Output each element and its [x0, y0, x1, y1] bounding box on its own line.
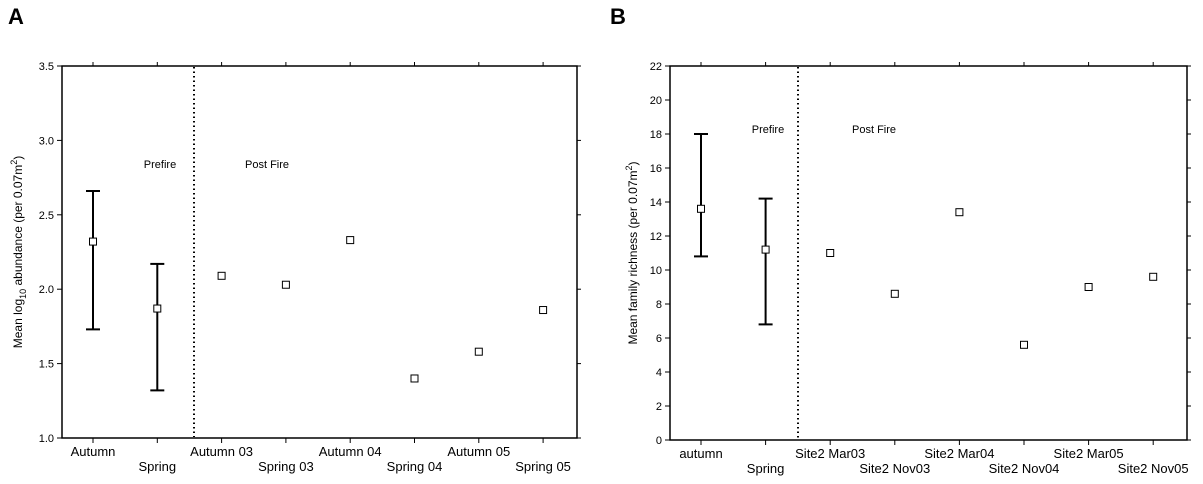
post-fire-annotation: Post Fire	[245, 159, 289, 171]
y-axis-label-part: Mean family richness (per 0.07m	[626, 170, 640, 344]
prefire-annotation: Prefire	[144, 159, 176, 171]
data-point-6	[1020, 340, 1028, 349]
data-point-6	[410, 374, 419, 383]
data-point-7	[474, 347, 483, 356]
x-category-label: Autumn 03	[190, 444, 253, 459]
y-axis-label-part: 2	[624, 165, 634, 170]
data-point-7	[1084, 283, 1093, 291]
x-category-label: Spring	[747, 461, 785, 476]
y-tick-label: 2.5	[39, 210, 54, 222]
panel-label: B	[610, 4, 626, 29]
data-point-1	[697, 204, 705, 213]
x-category-label: Site2 Nov05	[1118, 461, 1189, 476]
y-tick-label: 14	[650, 197, 662, 209]
x-category-label: Site2 Mar03	[795, 446, 865, 461]
chart-panel-b: B 0 2 4 6 8 10 12 14 16 18 20 22 Mean family richness…	[610, 4, 1191, 476]
y-tick-label: 18	[650, 129, 662, 141]
y-tick-label: 1.5	[39, 359, 54, 371]
data-point-3	[826, 249, 835, 257]
y-tick-label: 2	[656, 401, 662, 413]
x-category-label: Site2 Mar05	[1054, 446, 1124, 461]
y-axis-label: Mean log10 abundance (per 0.07m2)	[9, 156, 28, 349]
y-axis-label: Mean family richness (per 0.07m2)	[624, 161, 640, 344]
y-axis-label-part: 2	[9, 160, 19, 165]
plot-frame	[669, 65, 1188, 441]
y-tick-label: 12	[650, 231, 662, 243]
data-point-2	[153, 304, 162, 313]
y-tick-label: 6	[656, 333, 662, 345]
y-tick-label: 10	[650, 265, 662, 277]
y-axis-label-part: abundance (per 0.07m	[11, 165, 25, 289]
y-axis-label-part: )	[11, 156, 25, 160]
data-point-4	[890, 289, 899, 298]
data-point-5	[955, 208, 964, 217]
y-tick-label: 3.0	[39, 135, 54, 147]
data-point-8	[1149, 272, 1158, 281]
data-point-1	[89, 237, 97, 246]
data-point-5	[346, 236, 355, 245]
x-category-label: Spring 04	[387, 459, 443, 474]
x-category-label: autumn	[679, 446, 722, 461]
y-tick-label: 8	[656, 299, 662, 311]
post-fire-annotation: Post Fire	[852, 124, 896, 136]
x-category-label: Autumn 04	[319, 444, 382, 459]
data-point-2	[761, 245, 770, 254]
x-category-label: Site2 Nov04	[989, 461, 1060, 476]
y-axis-label-part: )	[626, 161, 640, 165]
y-tick-label: 20	[650, 95, 662, 107]
x-category-label: Autumn 05	[447, 444, 510, 459]
chart-panel-a: A 1.0 1.5 2.0 2.5 3.0 3.5 Mean log10 abundance …	[8, 4, 581, 474]
panel-label: A	[8, 4, 24, 29]
x-category-label: Site2 Nov03	[859, 461, 930, 476]
plot-frame	[61, 65, 578, 439]
y-tick-label: 16	[650, 163, 662, 175]
x-category-label: Site2 Mar04	[924, 446, 994, 461]
y-tick-label: 4	[656, 367, 662, 379]
x-category-label: Spring 05	[515, 459, 571, 474]
y-tick-label: 2.0	[39, 284, 54, 296]
data-point-3	[217, 271, 226, 280]
y-tick-label: 3.5	[39, 61, 54, 73]
y-tick-label: 1.0	[39, 433, 54, 445]
y-axis-label-part: Mean log	[11, 299, 25, 348]
prefire-annotation: Prefire	[752, 124, 784, 136]
x-category-label: Autumn	[71, 444, 116, 459]
data-point-4	[281, 280, 290, 289]
x-category-label: Spring	[139, 459, 177, 474]
x-category-label: Spring 03	[258, 459, 314, 474]
data-point-8	[539, 306, 548, 315]
y-tick-label: 22	[650, 61, 662, 73]
y-tick-label: 0	[656, 435, 662, 447]
y-axis-label-part: 10	[18, 289, 28, 299]
